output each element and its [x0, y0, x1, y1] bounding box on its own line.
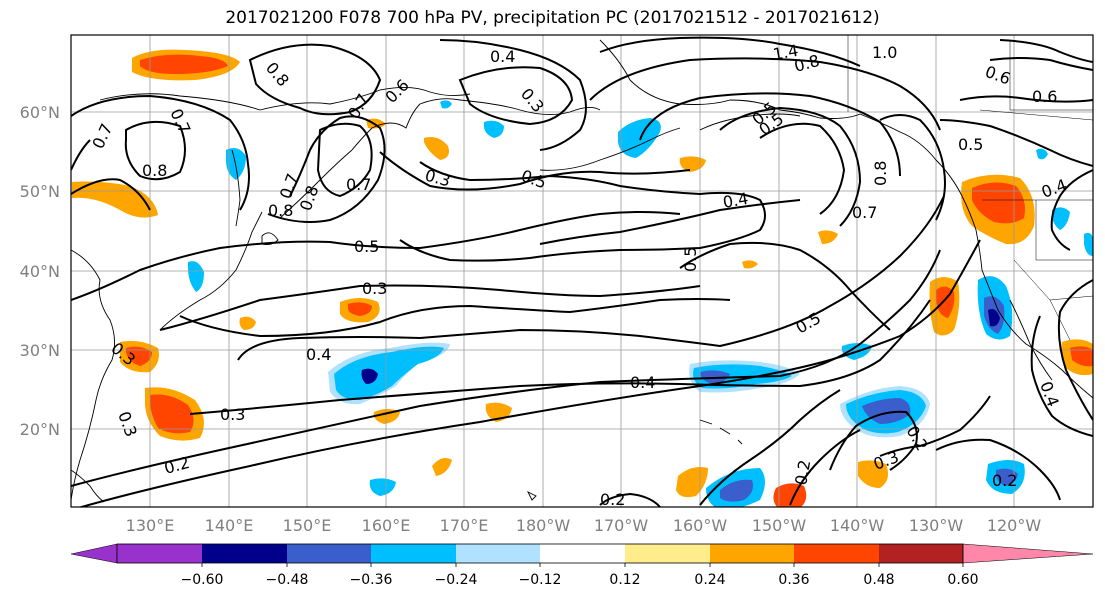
- contour-label: 0.7: [852, 203, 877, 222]
- coastlines: [71, 35, 1093, 503]
- colorbar-segment: [625, 544, 710, 563]
- lat-label: 40°N: [20, 262, 60, 281]
- contour-label: 0.8: [142, 161, 167, 180]
- colorbar-tick-label: 0.36: [778, 572, 809, 588]
- lat-label: 60°N: [20, 103, 60, 122]
- colorbar: −0.60 −0.48 −0.36 −0.24 −0.12 0.12 0.24 …: [70, 543, 1094, 588]
- contour-label: 0.3: [362, 279, 387, 298]
- map-area: 0.8 0.7 0.6 0.4 0.3 1.4 1.0 0.8 0.6 0.7 …: [71, 35, 1093, 509]
- lon-label: 130°E: [126, 516, 175, 535]
- contour-label: 0.5: [958, 135, 983, 154]
- longitude-labels: 130°E 140°E 150°E 160°E 170°E 180°W 170°…: [126, 516, 1042, 535]
- colorbar-tick-label: 0.60: [947, 572, 978, 588]
- colorbar-segment: [879, 544, 963, 563]
- colorbar-segment: [117, 544, 202, 563]
- colorbar-segment: [371, 544, 456, 563]
- lat-label: 50°N: [20, 182, 60, 201]
- contour-label: 0.5: [354, 237, 379, 256]
- lat-label: 20°N: [20, 420, 60, 439]
- contour-label: 0.7: [346, 175, 371, 194]
- colorbar-segment: [794, 544, 879, 563]
- colorbar-tick-label: 0.48: [863, 572, 894, 588]
- latitude-labels: 60°N 50°N 40°N 30°N 20°N: [20, 103, 60, 439]
- colorbar-high-extension: [962, 543, 1094, 564]
- contour-label: 0.8: [268, 201, 293, 220]
- colorbar-tick-label: 0.12: [609, 572, 640, 588]
- contour-label: 0.4: [306, 345, 331, 364]
- colorbar-tick-label: −0.24: [435, 572, 478, 588]
- contour-label: 0.3: [220, 405, 245, 424]
- map-frame: [70, 34, 1094, 508]
- colorbar-low-extension: [70, 543, 118, 564]
- contour-label: 1.4: [771, 41, 799, 64]
- contour-label: 0.2: [600, 490, 625, 509]
- lon-label: 140°E: [205, 516, 254, 535]
- colorbar-tick-label: −0.48: [266, 572, 309, 588]
- map-title: 2017021200 F078 700 hPa PV, precipitatio…: [225, 8, 880, 28]
- contour-label: 0.6: [1032, 87, 1057, 106]
- contour-label: 0.5: [681, 247, 700, 272]
- colorbar-segment: [540, 544, 625, 563]
- lat-label: 30°N: [20, 341, 60, 360]
- contour-label: 0.4: [630, 373, 655, 392]
- colorbar-tick-label: −0.12: [519, 572, 562, 588]
- precip-shading: [72, 49, 1093, 507]
- contour-label: 0.4: [721, 189, 749, 212]
- contour-label: 0.2: [791, 458, 814, 486]
- colorbar-segment: [456, 544, 540, 563]
- lon-label: 180°W: [516, 516, 571, 535]
- colorbar-segment: [287, 544, 371, 563]
- pv-contours: [71, 36, 1093, 507]
- colorbar-segment: [710, 544, 794, 563]
- lon-label: 120°W: [987, 516, 1042, 535]
- lon-label: 160°E: [362, 516, 411, 535]
- lon-label: 130°W: [909, 516, 964, 535]
- graticule: [71, 35, 1093, 507]
- contour-label: 0.4: [490, 47, 515, 66]
- colorbar-segment: [202, 544, 287, 563]
- lon-label: 170°E: [440, 516, 489, 535]
- lon-label: 150°E: [283, 516, 332, 535]
- lon-label: 160°W: [673, 516, 728, 535]
- contour-label: 0.8: [871, 161, 890, 186]
- lon-label: 170°W: [594, 516, 649, 535]
- colorbar-tick-label: −0.60: [181, 572, 224, 588]
- contour-label: 0.2: [992, 471, 1017, 490]
- contour-label: 1.0: [872, 43, 897, 62]
- lon-label: 140°W: [830, 516, 885, 535]
- colorbar-tick-label: 0.24: [694, 572, 725, 588]
- lon-label: 150°W: [752, 516, 807, 535]
- colorbar-tick-label: −0.36: [350, 572, 393, 588]
